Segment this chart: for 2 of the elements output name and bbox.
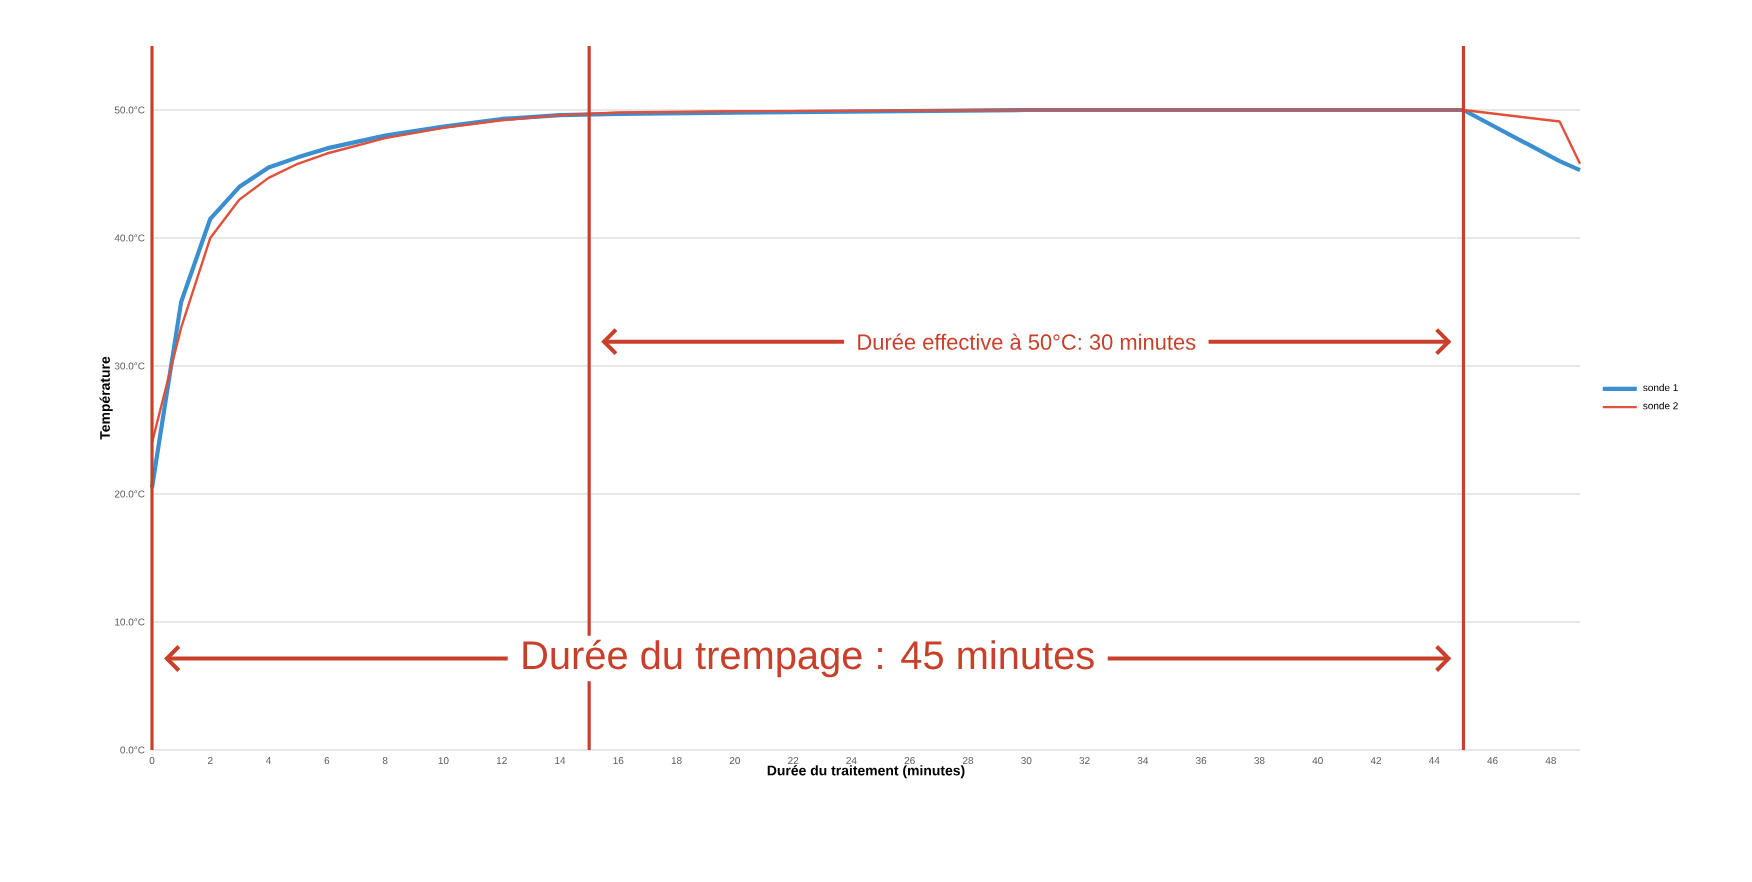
- annotation: Durée du trempage : 45 minutes: [523, 639, 1094, 678]
- annotation: Durée effective à 50°C: 30 minutes: [858, 333, 1196, 350]
